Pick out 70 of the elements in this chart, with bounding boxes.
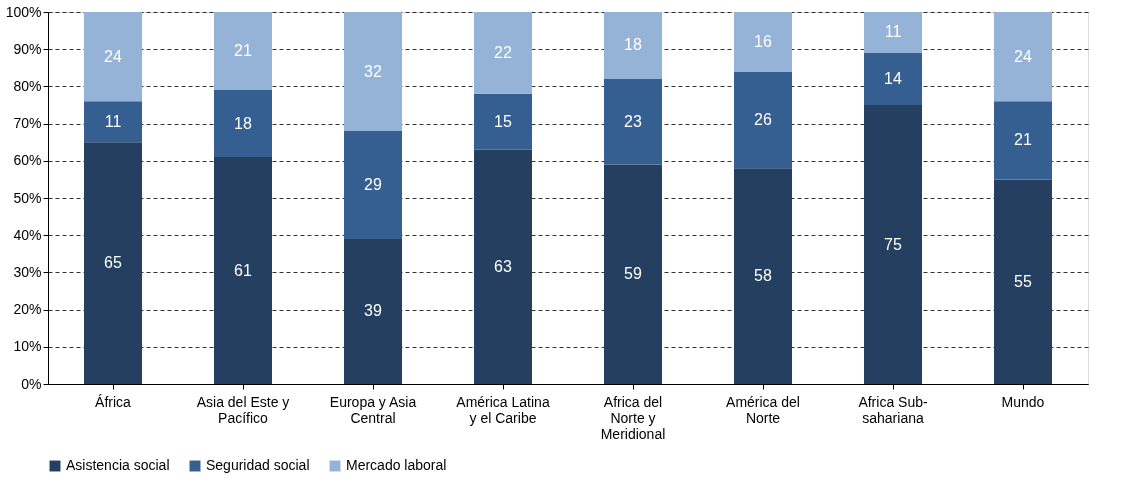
x-tick-label: Europa y Asia Central: [329, 393, 417, 426]
y-tick-label: 80%: [13, 77, 42, 94]
bar: [604, 12, 662, 79]
data-label: 23: [624, 112, 642, 130]
data-label: 39: [364, 302, 382, 320]
bar: [344, 238, 402, 384]
bar: [994, 179, 1052, 384]
x-tick-label: Asia del Este y Pacífico: [196, 393, 290, 426]
y-tick-label: 40%: [13, 226, 42, 243]
data-label: 11: [884, 23, 902, 41]
data-label: 32: [364, 62, 382, 80]
y-tick-label: 10%: [13, 338, 42, 355]
bar: [84, 101, 142, 143]
bar: [734, 71, 792, 169]
data-label: 26: [754, 110, 772, 128]
data-label: 59: [624, 265, 642, 283]
y-tick-label: 50%: [13, 189, 42, 206]
y-tick-label: 70%: [13, 115, 42, 132]
y-tick-label: 0%: [21, 375, 42, 392]
bar: [214, 12, 272, 91]
y-tick-label: 90%: [13, 40, 42, 57]
legend-label: Mercado laboral: [346, 457, 447, 473]
bar: [474, 149, 532, 384]
legend-label: Asistencia social: [66, 457, 170, 473]
data-label: 63: [494, 257, 512, 275]
data-label: 18: [624, 36, 642, 54]
data-label: 24: [1014, 47, 1032, 65]
data-label: 29: [364, 175, 382, 193]
bar: [994, 12, 1052, 102]
data-label: 16: [754, 32, 772, 50]
bar: [214, 157, 272, 384]
x-tick-label: América Latina y el Caribe: [456, 393, 550, 426]
bar: [604, 78, 662, 165]
data-label: 65: [104, 254, 122, 272]
data-label: 15: [494, 112, 512, 130]
data-label: 11: [104, 112, 122, 130]
y-tick-label: 60%: [13, 152, 42, 169]
y-tick-label: 20%: [13, 301, 42, 318]
data-label: 61: [234, 261, 252, 279]
legend-label: Seguridad social: [206, 457, 310, 473]
x-tick-label: Africa Sub-sahariana: [858, 393, 928, 426]
data-label: 14: [884, 69, 902, 87]
bar: [994, 101, 1052, 180]
data-label: 22: [494, 43, 512, 61]
data-label: 24: [104, 47, 122, 65]
data-label: 21: [234, 42, 252, 60]
data-label: 18: [234, 114, 252, 132]
x-tick-label: África: [95, 393, 132, 410]
data-label: 21: [1014, 131, 1032, 149]
y-tick-label: 30%: [13, 263, 42, 280]
bar: [84, 12, 142, 102]
x-tick-label: Mundo: [1001, 393, 1045, 410]
x-tick-label: Africa del Norte y Meridional: [600, 393, 666, 442]
bar: [734, 12, 792, 72]
bar: [214, 90, 272, 158]
data-label: 58: [754, 267, 772, 285]
bar: [344, 12, 402, 132]
bar: [84, 142, 142, 384]
bar: [864, 12, 922, 53]
bar: [864, 52, 922, 105]
data-label: 55: [1014, 272, 1032, 290]
bar: [604, 164, 662, 384]
bar: [474, 93, 532, 150]
bar: [734, 168, 792, 384]
x-tick-label: América del Norte: [726, 393, 800, 426]
bar: [344, 131, 402, 239]
bar: [474, 12, 532, 94]
bar: [864, 105, 922, 384]
data-label: 75: [884, 235, 902, 253]
y-tick-label: 100%: [5, 3, 42, 20]
